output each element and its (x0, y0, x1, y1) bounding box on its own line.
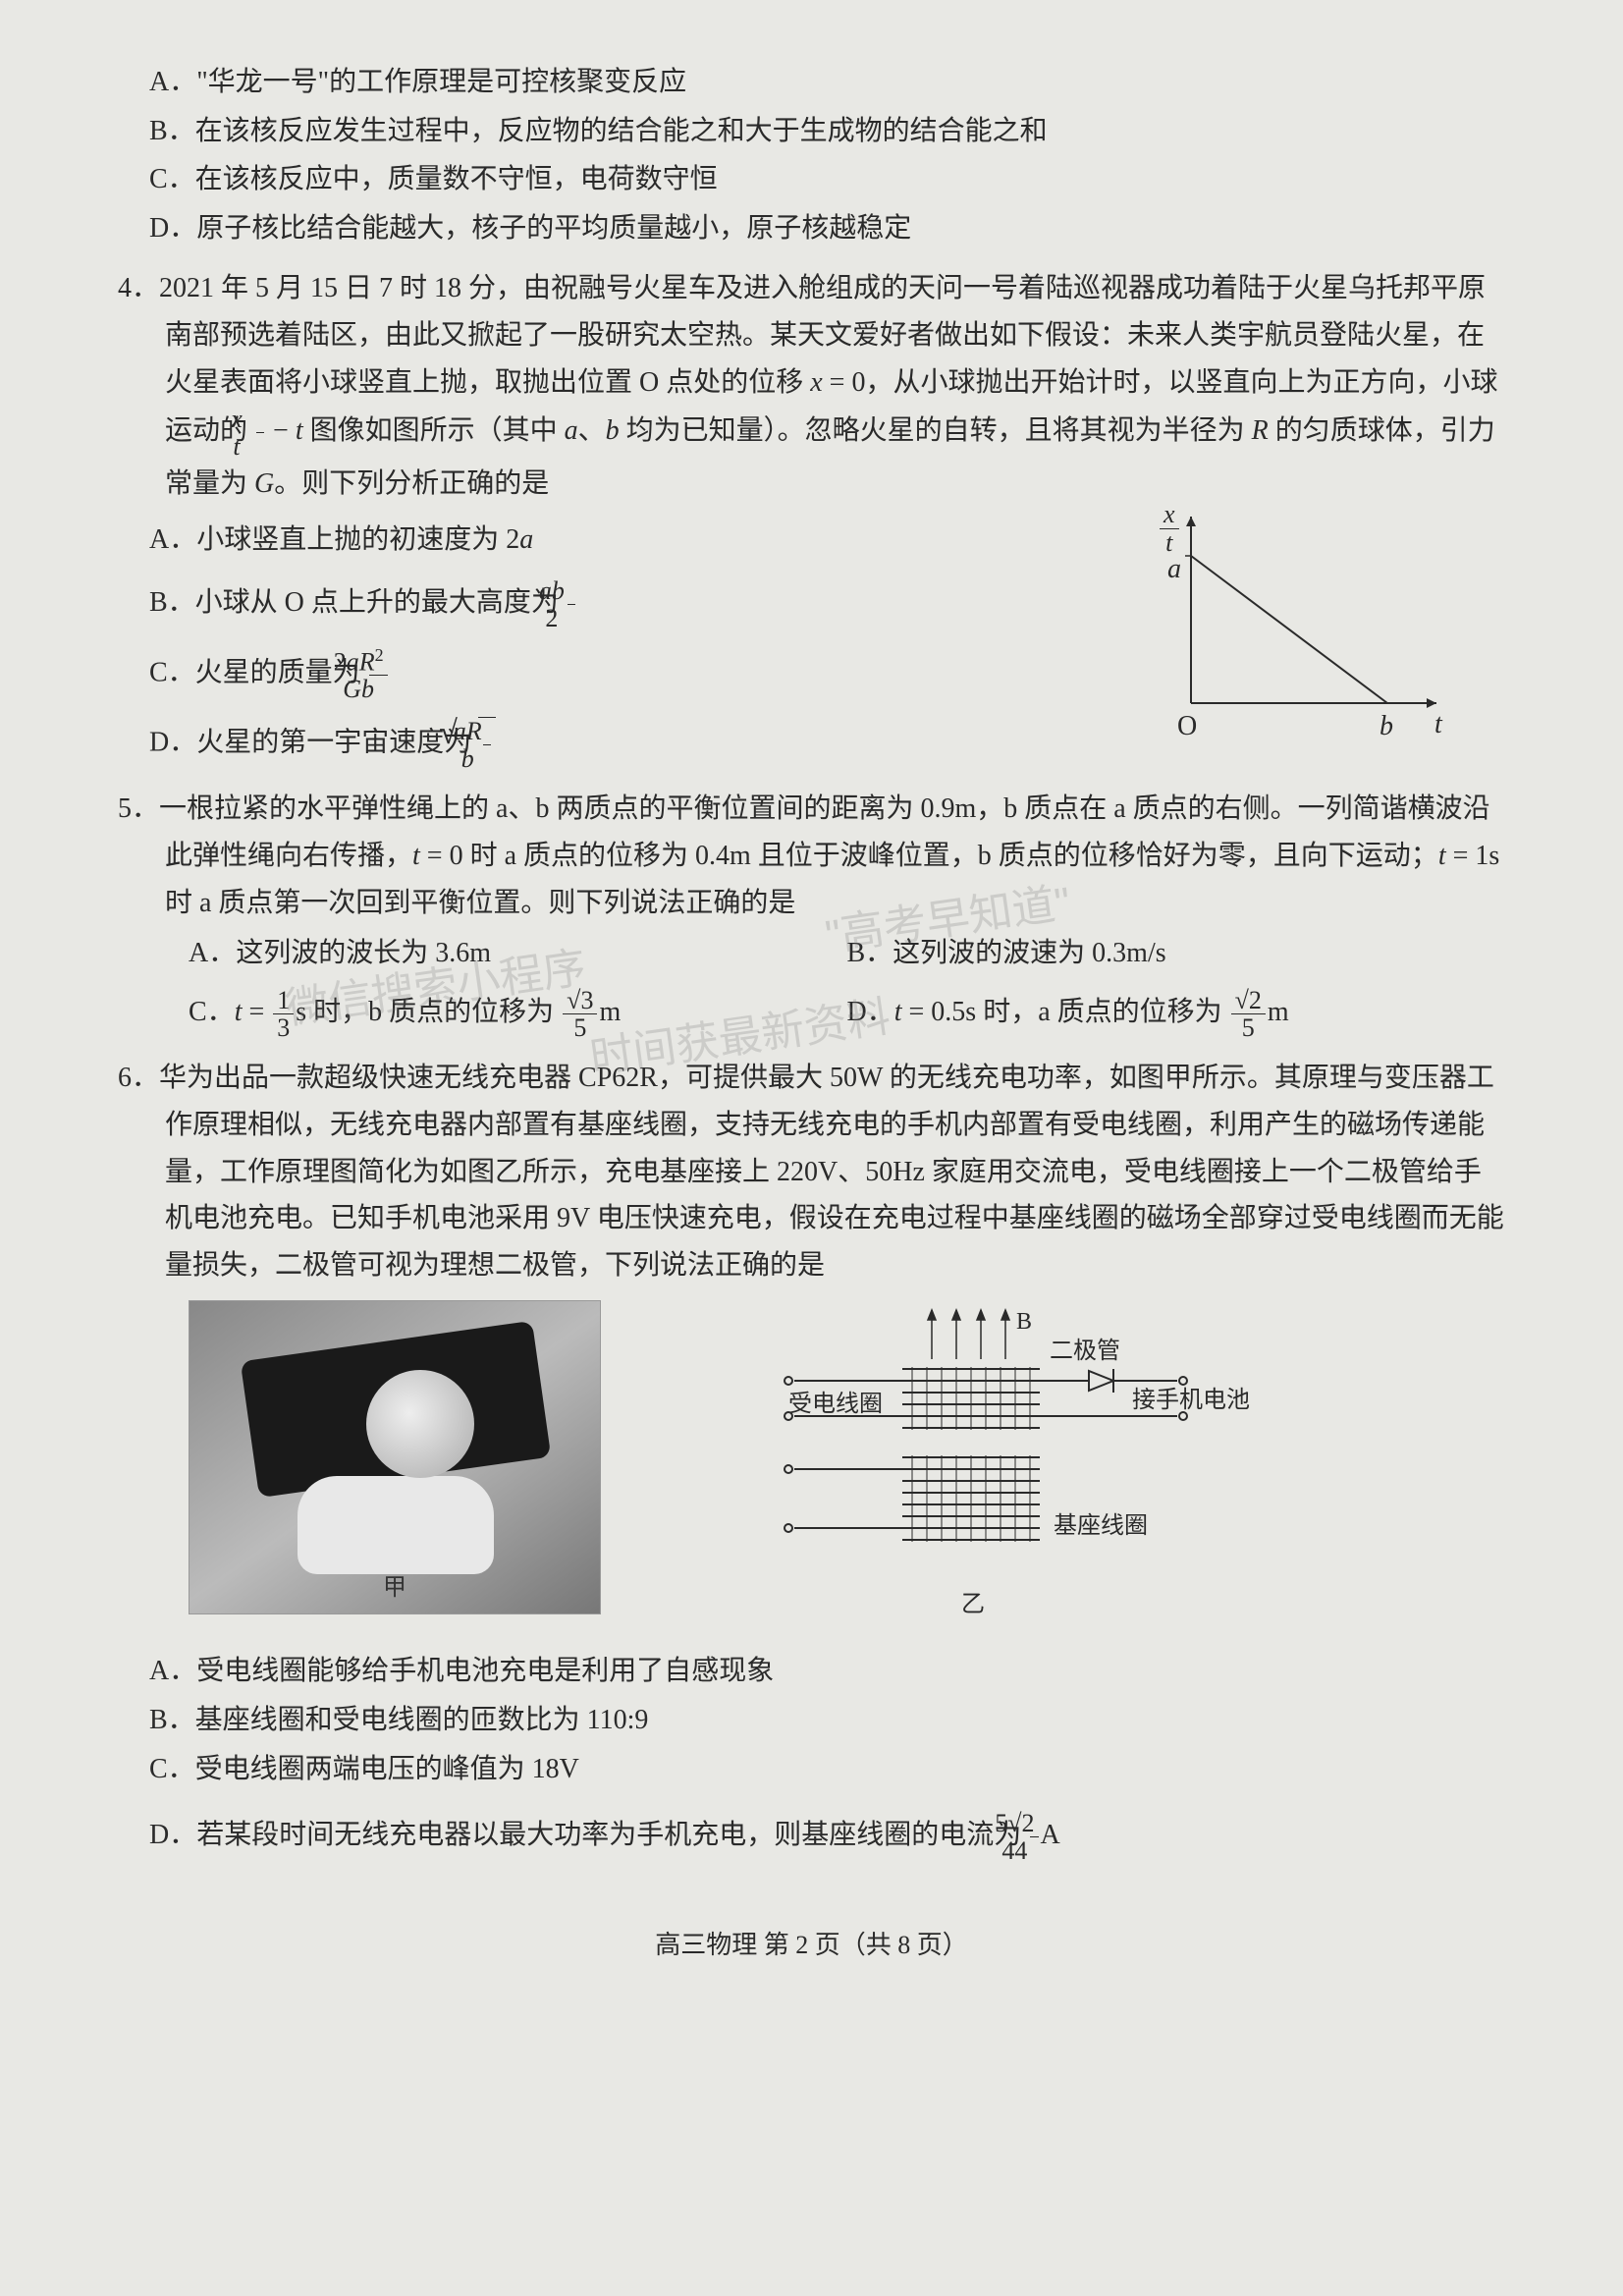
q6-body: 6．华为出品一款超级快速无线充电器 CP62R，可提供最大 50W 的无线充电功… (118, 1055, 1505, 1288)
q4-graph-origin: O (1177, 703, 1197, 750)
q6-option-d: D．若某段时间无线充电器以最大功率为手机充电，则基座线圈的电流为 5√244A (118, 1810, 1505, 1865)
q3-option-a: A．"华龙一号"的工作原理是可控核聚变反应 (118, 59, 1505, 106)
q4-number: 4． (118, 273, 159, 303)
q6-photo-jia (189, 1300, 601, 1614)
q4-graph-xlabel: t (1434, 701, 1442, 748)
q6-option-a: A．受电线圈能够给手机电池充电是利用了自感现象 (118, 1648, 1505, 1695)
circuit-label-battery: 接手机电池 (1132, 1381, 1250, 1421)
q5-option-c: C．t = 13s 时，b 质点的位移为 √35m (189, 987, 847, 1042)
circuit-label-diode: 二极管 (1050, 1332, 1120, 1372)
q6-circuit-yi: B 二极管 接手机电池 受电线圈 基座线圈 乙 (667, 1300, 1256, 1634)
q4-body: 4．2021 年 5 月 15 日 7 时 18 分，由祝融号火星车及进入舱组成… (118, 265, 1505, 507)
q3-option-d: D．原子核比结合能越大，核子的平均质量越小，原子核越稳定 (118, 205, 1505, 252)
question-6: 6．华为出品一款超级快速无线充电器 CP62R，可提供最大 50W 的无线充电功… (118, 1055, 1505, 1864)
page-footer: 高三物理 第 2 页（共 8 页） (118, 1924, 1505, 1967)
q4-graph: xt a O b t (1152, 507, 1446, 733)
circuit-label-base: 基座线圈 (1054, 1506, 1148, 1547)
q5-number: 5． (118, 793, 159, 824)
q5-option-d: D．t = 0.5s 时，a 质点的位移为 √25m (847, 987, 1506, 1042)
q5-body: 5．一根拉紧的水平弹性绳上的 a、b 两质点的平衡位置间的距离为 0.9m，b … (118, 786, 1505, 926)
question-4: 4．2021 年 5 月 15 日 7 时 18 分，由祝融号火星车及进入舱组成… (118, 265, 1505, 772)
q3-option-b: B．在该核反应发生过程中，反应物的结合能之和大于生成物的结合能之和 (118, 108, 1505, 155)
q6-option-c: C．受电线圈两端电压的峰值为 18V (118, 1746, 1505, 1793)
q5-option-a: A．这列波的波长为 3.6m (189, 930, 847, 977)
q6-number: 6． (118, 1063, 159, 1093)
circuit-label-yi: 乙 (961, 1585, 985, 1625)
circuit-label-b: B (1016, 1302, 1032, 1342)
q5-option-b: B．这列波的波速为 0.3m/s (847, 930, 1506, 977)
q3-option-c: C．在该核反应中，质量数不守恒，电荷数守恒 (118, 156, 1505, 203)
question-5: 5．一根拉紧的水平弹性绳上的 a、b 两质点的平衡位置间的距离为 0.9m，b … (118, 786, 1505, 1041)
q4-graph-b: b (1380, 703, 1393, 750)
circuit-label-recv: 受电线圈 (788, 1385, 883, 1425)
q6-option-b: B．基座线圈和受电线圈的匝数比为 110:9 (118, 1697, 1505, 1744)
q4-graph-a: a (1167, 546, 1181, 593)
